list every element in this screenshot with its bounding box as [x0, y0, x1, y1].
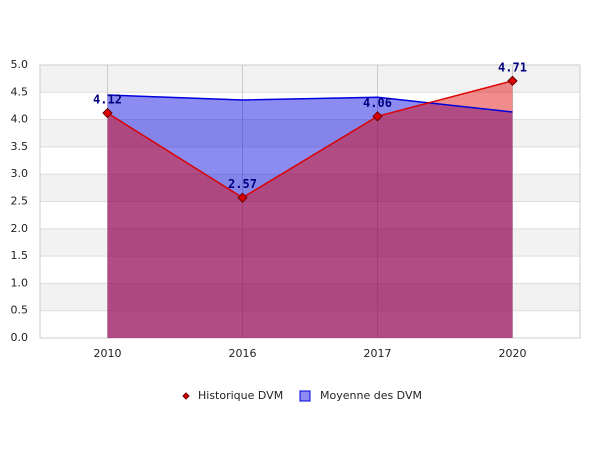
y-tick-label: 2.5: [11, 195, 29, 208]
x-tick-label: 2017: [364, 347, 392, 360]
y-tick-label: 3.0: [11, 167, 29, 180]
y-tick-label: 0.0: [11, 331, 29, 344]
x-tick-label: 2020: [499, 347, 527, 360]
data-label: 2.57: [228, 177, 257, 191]
x-tick-label: 2010: [94, 347, 122, 360]
y-tick-label: 4.5: [11, 85, 29, 98]
data-label: 4.71: [498, 60, 527, 74]
grid-band: [40, 228, 580, 257]
y-tick-label: 4.0: [11, 113, 29, 126]
area: [107, 95, 513, 338]
marker: [237, 192, 248, 203]
grid-band: [40, 65, 580, 93]
legend-marker: [299, 390, 311, 402]
legend-label: Historique DVM: [198, 389, 283, 402]
data-label: 4.06: [363, 96, 392, 110]
legend-marker: [182, 392, 190, 400]
line: [107, 80, 513, 199]
line: [107, 94, 513, 113]
x-tick-label: 2016: [229, 347, 257, 360]
marker: [507, 75, 518, 87]
y-tick-label: 3.5: [11, 140, 29, 153]
y-tick-label: 1.5: [11, 249, 29, 262]
grid-band: [40, 283, 580, 311]
grid-band: [40, 119, 580, 147]
y-tick-label: 1.0: [11, 276, 29, 289]
marker: [372, 111, 383, 122]
grid-band: [40, 174, 580, 202]
y-tick-label: 2.0: [11, 222, 29, 235]
data-label: 4.12: [93, 93, 122, 107]
legend-label: Moyenne des DVM: [320, 389, 422, 402]
y-tick-label: 0.5: [11, 304, 29, 317]
marker: [102, 107, 113, 119]
plot-frame: [39, 64, 581, 339]
area: [107, 80, 513, 339]
y-tick-label: 5.0: [11, 58, 29, 71]
